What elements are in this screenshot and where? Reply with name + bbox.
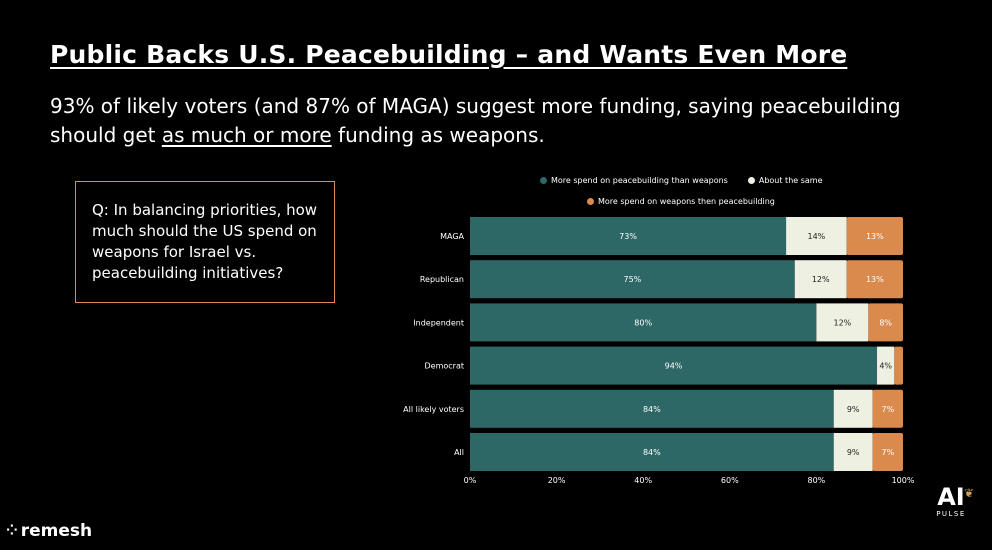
category-label: MAGA: [440, 232, 464, 241]
data-label: 75%: [623, 275, 641, 284]
data-label: 13%: [866, 232, 884, 241]
data-label: 4%: [879, 362, 892, 371]
bar-segment: [470, 260, 795, 299]
slide-subtitle: 93% of likely voters (and 87% of MAGA) s…: [50, 92, 950, 150]
data-label: 80%: [634, 318, 652, 327]
data-label: 9%: [847, 448, 860, 457]
data-label: 84%: [643, 405, 661, 414]
data-label: 8%: [879, 318, 892, 327]
bar-segment: [894, 346, 903, 385]
data-label: 13%: [866, 275, 884, 284]
bar-segment: [868, 303, 903, 342]
category-label: Democrat: [425, 362, 465, 371]
question-text: Q: In balancing priorities, how much sho…: [92, 201, 318, 282]
leaf-icon: ❦: [964, 486, 975, 500]
legend-label-peace: More spend on peacebuilding than weapons: [551, 176, 728, 185]
bar-segment: [816, 303, 869, 342]
x-tick-label: 80%: [808, 476, 826, 485]
subtitle-emphasis: as much or more: [161, 123, 332, 147]
subtitle-text-end: funding as weapons.: [331, 123, 545, 147]
data-label: 12%: [812, 275, 830, 284]
bar-segment: [846, 260, 903, 299]
ai-pulse-badge: ❦ AI PULSE: [922, 484, 980, 542]
bar-segment: [833, 433, 873, 471]
data-label: 14%: [808, 232, 826, 241]
bar-segment: [786, 217, 847, 255]
legend-label-weapons: More spend on weapons then peacebuilding: [598, 197, 775, 206]
bar-segment: [833, 389, 873, 428]
badge-sub-text: PULSE: [936, 510, 966, 518]
remesh-mark-icon: ⁘: [6, 523, 18, 539]
legend-swatch-weapons: [587, 198, 594, 205]
category-label: All likely voters: [403, 405, 464, 414]
legend-swatch-same: [747, 177, 755, 184]
bar-segment: [872, 433, 903, 471]
legend-row-top: More spend on peacebuilding than weapons…: [540, 176, 823, 185]
badge-main-text: AI: [937, 483, 965, 511]
bar-segment: [794, 260, 847, 299]
data-label: 84%: [643, 448, 661, 457]
bar-segment: [872, 389, 903, 428]
slide-title: Public Backs U.S. Peacebuilding – and Wa…: [50, 40, 848, 69]
data-label: 73%: [619, 232, 637, 241]
category-label: Republican: [420, 275, 464, 284]
data-label: 94%: [665, 362, 683, 371]
bar-segment: [470, 433, 834, 471]
x-tick-label: 0%: [464, 476, 477, 485]
legend-label-same: About the same: [758, 176, 823, 185]
bar-segment: [846, 217, 903, 255]
data-label: 7%: [881, 448, 894, 457]
logo-text: remesh: [20, 521, 93, 541]
data-label: 7%: [881, 405, 894, 414]
question-box: Q: In balancing priorities, how much sho…: [75, 181, 335, 303]
category-label: All: [454, 448, 464, 457]
category-label: Independent: [413, 318, 464, 327]
data-label: 12%: [833, 318, 851, 327]
x-tick-label: 20%: [548, 476, 566, 485]
x-tick-label: 40%: [634, 476, 652, 485]
bar-segment: [470, 389, 834, 428]
x-tick-label: 60%: [721, 476, 739, 485]
remesh-logo: ⁘ remesh: [6, 521, 92, 541]
bar-segment: [877, 346, 895, 385]
bar-segment: [470, 303, 817, 342]
legend-row-bottom: More spend on weapons then peacebuilding: [587, 197, 775, 206]
legend-swatch-peace: [540, 177, 547, 184]
subtitle-text: 93% of likely voters (and 87% of MAGA) s…: [50, 94, 901, 147]
bar-segment: [470, 346, 878, 385]
data-label: 9%: [847, 405, 860, 414]
bar-segment: [470, 217, 787, 255]
x-tick-label: 100%: [892, 476, 915, 485]
